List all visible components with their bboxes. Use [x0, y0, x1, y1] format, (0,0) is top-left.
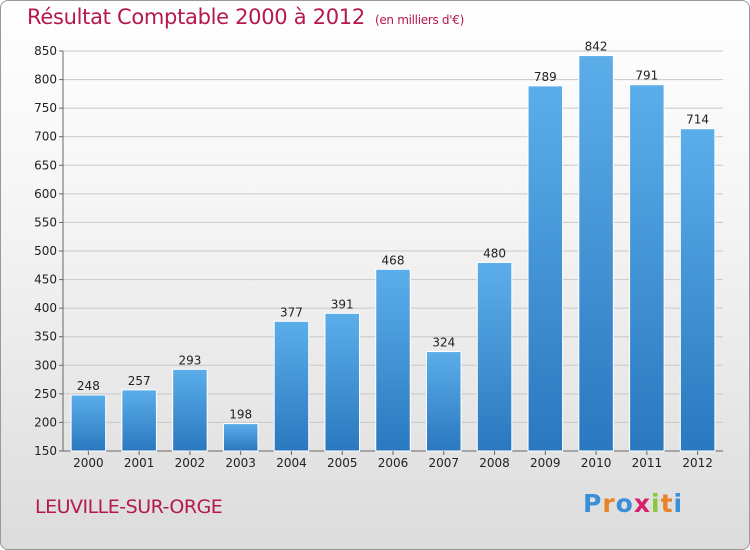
- data-label: 248: [77, 379, 100, 393]
- x-tick-label: 2011: [632, 456, 663, 470]
- logo-letter: o: [615, 489, 634, 518]
- bar: [172, 368, 208, 452]
- logo-letter: r: [602, 489, 616, 518]
- data-label: 714: [686, 113, 709, 127]
- x-tick-label: 2009: [530, 456, 561, 470]
- data-label: 324: [432, 336, 455, 350]
- logo-letter: i: [673, 489, 684, 518]
- data-label: 377: [280, 305, 303, 319]
- y-tick-label: 200: [34, 415, 57, 429]
- logo-letter: P: [583, 489, 603, 518]
- y-tick-label: 600: [34, 187, 57, 201]
- logo-letter: i: [651, 489, 661, 518]
- x-tick-label: 2001: [124, 456, 155, 470]
- data-label: 468: [382, 253, 405, 267]
- x-tick-label: 2008: [479, 456, 510, 470]
- data-label: 257: [128, 374, 151, 388]
- bar: [476, 261, 513, 452]
- bar: [222, 423, 259, 452]
- chart-title: Résultat Comptable 2000 à 2012 (en millie…: [27, 5, 464, 29]
- x-tick-label: 2005: [327, 456, 358, 470]
- bar: [679, 128, 716, 452]
- bar: [578, 55, 614, 452]
- bar: [70, 394, 107, 452]
- y-tick-label: 800: [34, 73, 57, 87]
- x-tick-label: 2007: [428, 456, 459, 470]
- data-label: 293: [178, 353, 201, 367]
- y-tick-label: 650: [34, 158, 57, 172]
- data-label: 842: [585, 40, 608, 54]
- x-tick-label: 2012: [682, 456, 713, 470]
- data-label: 789: [534, 70, 557, 84]
- data-label: 198: [229, 408, 252, 422]
- x-tick-label: 2004: [276, 456, 307, 470]
- y-tick-label: 500: [34, 244, 57, 258]
- y-tick-label: 350: [34, 330, 57, 344]
- y-tick-label: 400: [34, 301, 57, 315]
- bar: [426, 351, 462, 452]
- logo-letter: x: [633, 489, 651, 518]
- y-tick-label: 300: [34, 358, 57, 372]
- data-label: 480: [483, 246, 506, 260]
- proxiti-logo: Proxiti: [583, 489, 683, 518]
- data-label: 391: [331, 297, 354, 311]
- bar: [527, 85, 564, 452]
- bar: [324, 312, 360, 452]
- x-tick-label: 2003: [225, 456, 256, 470]
- data-label: 791: [635, 69, 658, 83]
- y-tick-label: 850: [34, 44, 57, 58]
- y-tick-label: 550: [34, 215, 57, 229]
- city-name: LEUVILLE-SUR-ORGE: [35, 496, 223, 518]
- title-text: Résultat Comptable 2000 à 2012: [27, 5, 365, 29]
- y-tick-label: 150: [34, 444, 57, 458]
- x-tick-label: 2002: [175, 456, 206, 470]
- y-tick-label: 450: [34, 273, 57, 287]
- y-tick-label: 750: [34, 101, 57, 115]
- chart-subtitle: (en milliers d'€): [374, 13, 464, 27]
- bar: [629, 84, 665, 452]
- bar: [121, 389, 157, 452]
- x-tick-label: 2006: [378, 456, 409, 470]
- y-tick-label: 700: [34, 130, 57, 144]
- bar: [375, 268, 411, 452]
- bar: [273, 320, 310, 452]
- logo-letter: t: [660, 489, 674, 518]
- x-tick-label: 2010: [581, 456, 612, 470]
- y-tick-label: 250: [34, 387, 57, 401]
- x-tick-label: 2000: [73, 456, 104, 470]
